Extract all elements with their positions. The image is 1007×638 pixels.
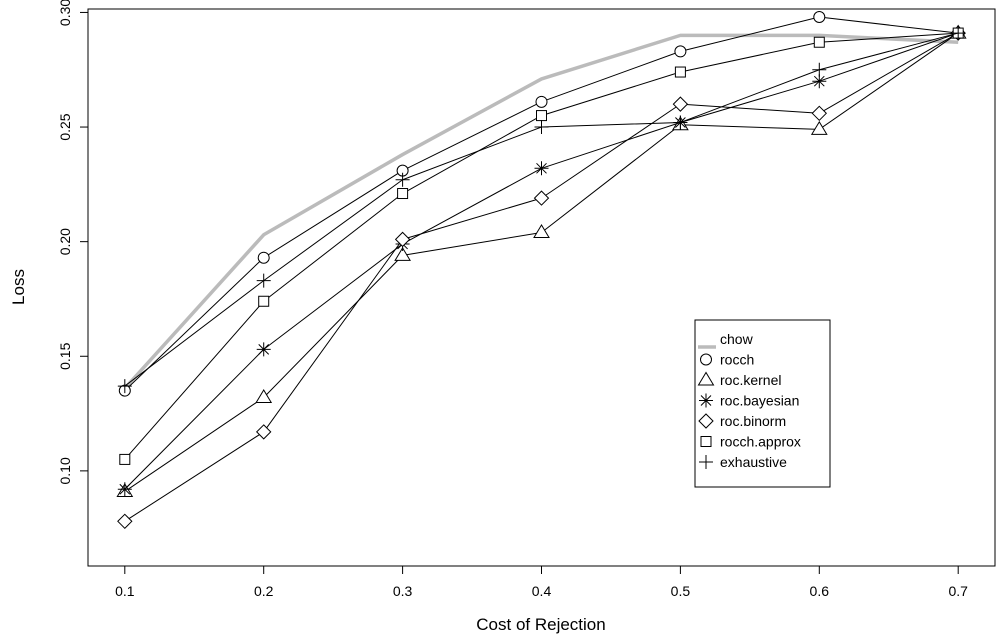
y-axis-title: Loss	[9, 269, 28, 305]
x-tick-label: 0.6	[810, 583, 830, 599]
data-point-plus	[117, 379, 132, 394]
legend-item: roc.binorm	[698, 413, 786, 429]
y-axis: 0.10 0.15 0.20 0.25 0.30	[57, 0, 88, 484]
data-point-square	[258, 295, 270, 307]
y-tick-label: 0.30	[57, 0, 73, 26]
data-point-asterisk	[534, 161, 549, 176]
legend-label: exhaustive	[720, 454, 787, 470]
x-tick-label: 0.1	[115, 583, 135, 599]
data-point-plus	[812, 62, 827, 77]
x-axis: 0.1 0.2 0.3 0.4 0.5 0.6 0.7	[115, 566, 968, 599]
y-tick-label: 0.25	[57, 113, 73, 140]
data-point-triangle	[255, 389, 273, 404]
data-point-circle	[674, 45, 687, 58]
x-axis-title: Cost of Rejection	[476, 615, 605, 634]
data-point-diamond	[811, 105, 828, 122]
legend-swatch	[700, 436, 712, 447]
legend-label: roc.kernel	[720, 372, 781, 388]
y-tick-label: 0.10	[57, 457, 73, 484]
data-point-circle	[813, 11, 826, 24]
legend-item: rocch	[700, 352, 754, 368]
legend-label: rocch	[720, 352, 754, 368]
series-rocch	[118, 11, 965, 397]
series-chow	[123, 33, 959, 390]
data-point-diamond	[533, 190, 550, 206]
legend-item: roc.bayesian	[699, 393, 799, 409]
legend-box	[694, 319, 831, 488]
data-point-asterisk	[256, 342, 271, 357]
x-tick-label: 0.5	[671, 583, 691, 599]
plot-frame	[87, 8, 996, 567]
data-point-plus	[395, 172, 410, 187]
legend-swatch	[700, 353, 712, 366]
data-point-plus	[256, 273, 271, 288]
legend-label: rocch.approx	[720, 434, 801, 450]
legend-swatch	[697, 371, 715, 386]
series-exhaustive	[117, 26, 966, 394]
x-tick-label: 0.4	[532, 583, 552, 599]
series-roc-kernel	[116, 24, 967, 498]
y-tick-label: 0.15	[57, 342, 73, 369]
data-point-asterisk	[117, 482, 132, 497]
data-point-diamond	[117, 513, 133, 530]
data-point-circle	[535, 95, 548, 108]
data-point-diamond	[672, 96, 689, 112]
data-point-square	[536, 110, 547, 122]
x-tick-label: 0.2	[254, 583, 274, 599]
legend-swatch	[698, 413, 714, 429]
x-tick-label: 0.7	[948, 583, 968, 599]
data-point-square	[813, 36, 825, 48]
data-point-triangle	[533, 224, 550, 238]
legend-swatch	[699, 393, 713, 408]
data-point-diamond	[255, 424, 272, 440]
data-point-plus	[951, 26, 966, 41]
series-line	[124, 32, 959, 387]
data-point-square	[119, 453, 131, 465]
legend-label: roc.binorm	[720, 413, 786, 429]
legend-item: chow	[698, 331, 754, 349]
legend-item: exhaustive	[699, 454, 787, 470]
legend: chow rocch roc.kernel roc.bayesian roc.binor…	[694, 319, 831, 488]
data-point-square	[397, 188, 409, 200]
y-tick-label: 0.20	[57, 228, 73, 255]
data-point-square	[674, 66, 686, 78]
legend-label: chow	[720, 331, 754, 347]
series-line	[123, 33, 959, 390]
data-point-diamond	[394, 231, 411, 248]
legend-swatch	[699, 455, 713, 469]
data-point-asterisk	[812, 74, 827, 89]
series-rocch-approx	[119, 27, 964, 465]
data-point-plus	[534, 120, 549, 135]
series-layer	[116, 11, 967, 530]
data-point-triangle	[394, 246, 411, 261]
legend-item: roc.kernel	[697, 371, 781, 388]
data-point-triangle	[810, 120, 828, 135]
legend-item: rocch.approx	[700, 434, 801, 450]
data-point-plus	[673, 115, 688, 130]
data-point-circle	[257, 251, 270, 264]
legend-label: roc.bayesian	[720, 393, 799, 409]
x-tick-label: 0.3	[393, 583, 413, 599]
